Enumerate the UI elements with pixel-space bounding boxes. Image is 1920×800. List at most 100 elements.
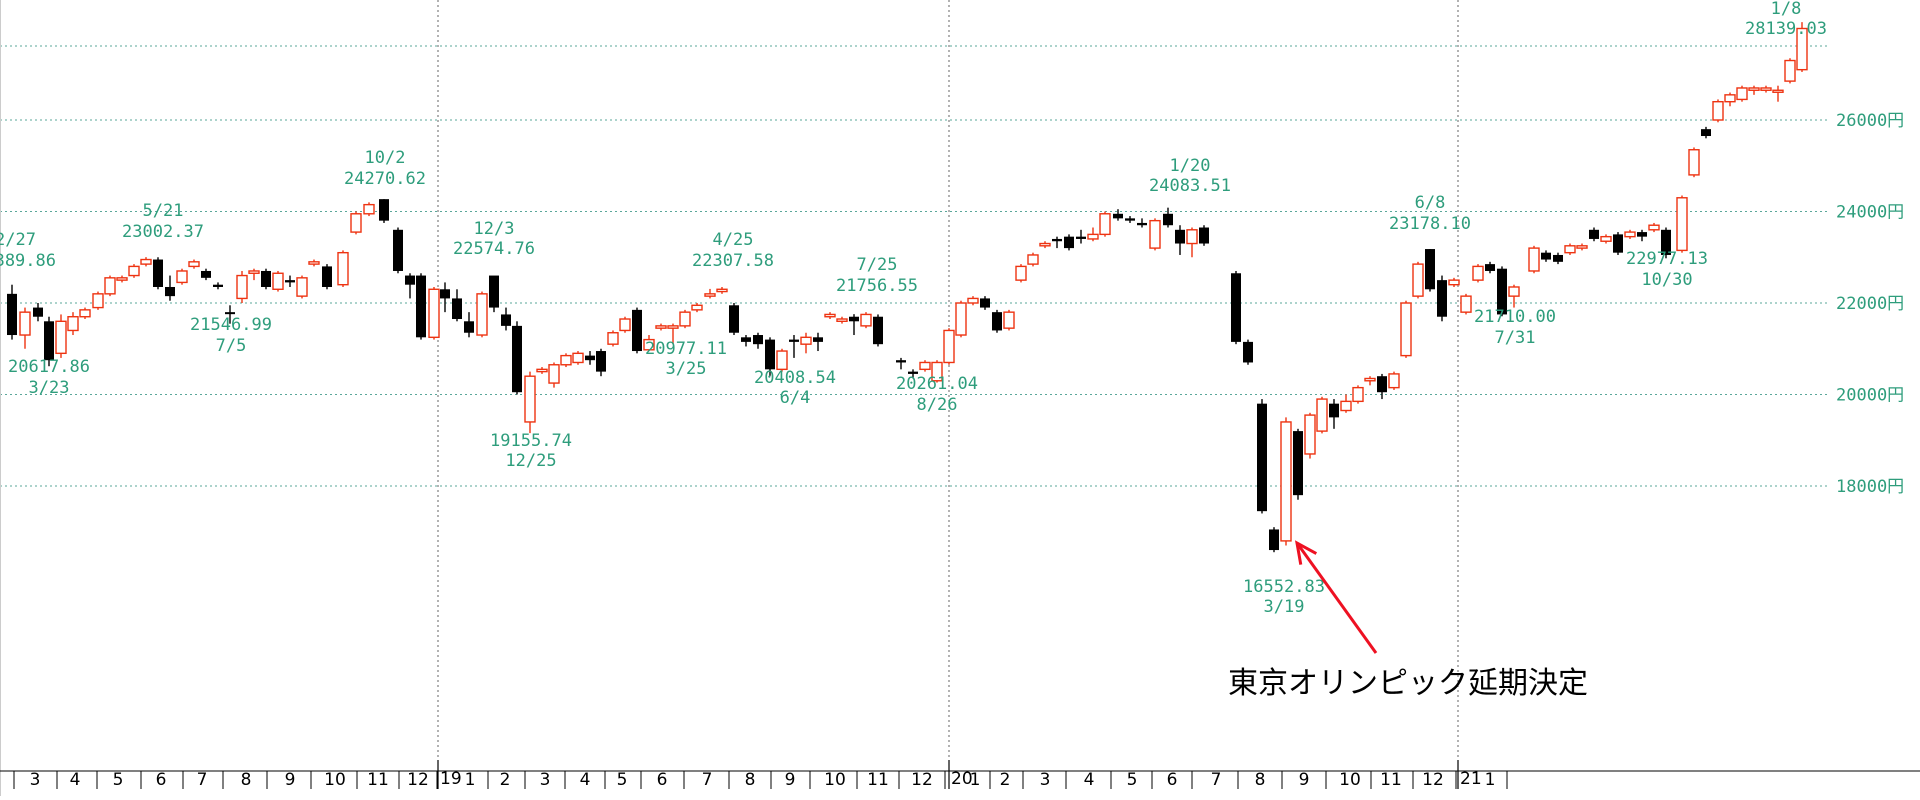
- candle: [1388, 371, 1400, 390]
- candle: [667, 323, 679, 345]
- candle-body-up: [1412, 263, 1424, 297]
- candle-body-down: [1485, 264, 1495, 271]
- candle-body-up: [943, 329, 955, 364]
- candle-body-up: [1448, 279, 1460, 286]
- candle: [1052, 236, 1062, 249]
- annotation-line: 1/20: [1170, 156, 1211, 176]
- candle-body-up: [1648, 224, 1660, 231]
- candle: [849, 314, 859, 336]
- price-annotation: 20261.048/26: [896, 374, 978, 415]
- candle: [44, 316, 54, 367]
- candle-body-down: [153, 259, 163, 287]
- candle-body-up: [548, 364, 560, 384]
- month-label: 6: [156, 770, 167, 790]
- annotation-line: 22574.76: [453, 239, 535, 259]
- candle: [1541, 250, 1551, 262]
- candle: [363, 202, 375, 217]
- candle: [440, 282, 450, 313]
- candle-body-down: [980, 298, 990, 308]
- candle: [176, 268, 188, 285]
- candle-body-up: [919, 361, 931, 371]
- candle: [655, 323, 667, 331]
- annotation-line: 5/21: [143, 201, 184, 221]
- candle-body-up: [1784, 59, 1796, 82]
- month-label: 12: [1422, 770, 1444, 790]
- candles: [7, 22, 1808, 553]
- candle-body-up: [679, 311, 691, 327]
- candle-body-down: [165, 286, 175, 297]
- candle: [765, 337, 775, 376]
- candle-body-up: [643, 338, 655, 351]
- candle: [213, 282, 223, 290]
- candle-body-down: [1269, 529, 1279, 551]
- candle: [1736, 85, 1748, 102]
- candle: [248, 268, 260, 281]
- candle-body-down: [1437, 280, 1447, 317]
- candle-body-up: [572, 352, 584, 364]
- candle-body-down: [596, 351, 606, 372]
- candle: [104, 275, 116, 297]
- candle: [1437, 275, 1447, 322]
- month-label: 2: [1000, 770, 1011, 790]
- candle: [1199, 225, 1209, 246]
- candle: [1425, 249, 1435, 292]
- candle: [1701, 126, 1711, 139]
- candle-body-down: [1661, 229, 1671, 255]
- month-label: 4: [70, 770, 81, 790]
- candle-body-down: [789, 339, 799, 342]
- candle: [337, 250, 349, 287]
- month-label: 8: [241, 770, 252, 790]
- candle: [536, 367, 548, 374]
- candle: [1175, 225, 1185, 255]
- annotation-line: 24270.62: [344, 169, 426, 189]
- candle: [1624, 229, 1636, 239]
- candle-body-down: [1637, 232, 1647, 237]
- annotation-line: 6/4: [780, 388, 811, 408]
- x-axis: 19 20 213 4 5 6 7 8 9 10 11 12 1 2 3 4 5 6 7 8 9 10 11 12 1 2 3 4 5 6…: [0, 760, 1920, 790]
- candle-body-up: [248, 270, 260, 274]
- candle-body-up: [1600, 235, 1612, 242]
- candle-body-up: [667, 325, 679, 329]
- event-note-text: 東京オリンピック延期決定: [1228, 666, 1588, 701]
- candle-body-down: [44, 321, 54, 361]
- candle-body-down: [1425, 249, 1435, 290]
- month-label: 7: [1211, 770, 1222, 790]
- price-annotation: 21546.997/5: [190, 315, 272, 356]
- candle: [1796, 22, 1808, 72]
- candle: [1784, 58, 1796, 84]
- candle: [1564, 243, 1576, 255]
- candle: [1576, 243, 1588, 251]
- candle: [1688, 147, 1700, 178]
- candle: [501, 307, 511, 331]
- candle: [607, 330, 619, 347]
- candle: [308, 259, 320, 267]
- candle: [1712, 99, 1724, 123]
- candle: [691, 303, 703, 313]
- month-label: 10: [324, 770, 346, 790]
- candle: [1137, 218, 1147, 228]
- candle: [1269, 527, 1279, 553]
- candle: [165, 275, 175, 301]
- candle-body-up: [337, 251, 349, 286]
- candle-body-up: [476, 293, 488, 336]
- candle-body-down: [1613, 234, 1623, 253]
- annotation-line: 21756.55: [836, 276, 918, 296]
- candle-body-up: [1304, 414, 1316, 455]
- month-label: 11: [367, 770, 389, 790]
- month-label: 9: [1299, 770, 1310, 790]
- candle-body-up: [1316, 398, 1328, 432]
- candle: [1553, 252, 1563, 265]
- candle-body-up: [104, 277, 116, 295]
- candle-body-down: [1257, 403, 1267, 512]
- annotation-line: 10/30: [1641, 270, 1692, 290]
- candle: [896, 357, 906, 370]
- candle-body-up: [704, 293, 716, 297]
- candle-body-down: [1113, 213, 1123, 219]
- candle: [800, 332, 812, 354]
- candle-body-down: [464, 321, 474, 333]
- month-label: 11: [1380, 770, 1402, 790]
- candle: [524, 371, 536, 434]
- candle: [1377, 373, 1387, 400]
- annotation-line: 22977.13: [1626, 249, 1708, 269]
